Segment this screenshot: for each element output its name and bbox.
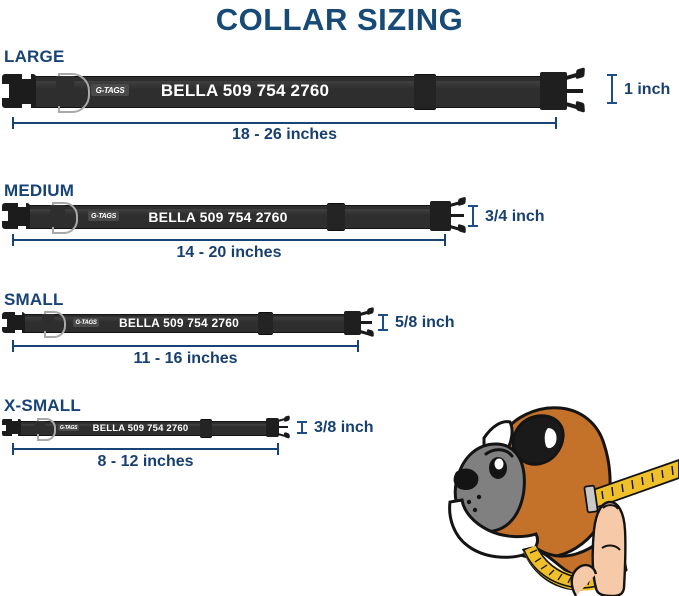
page-title: COLLAR SIZING [215,2,464,37]
measuring-tape-clasp [583,484,599,514]
buckle-prong-bottom-tip [575,100,585,113]
length-dimension-cap-left [12,234,14,246]
dog-eye-brow [484,448,514,458]
receiver-notch-left [0,319,7,327]
hand-finger-crease [601,544,621,551]
collar-receiver [2,312,25,333]
width-indicator-cap-bottom [468,225,478,227]
dog-whisker-dot [472,507,478,513]
collar-engraving-text: BELLA 509 754 2760 [92,423,189,434]
receiver-notch-top [22,72,31,79]
buckle-prong-bottom-tip [457,223,466,234]
buckle-prong-center [450,214,464,217]
width-indicator-bar [301,421,303,434]
receiver-notch-bottom [12,434,18,438]
length-dimension-line [12,345,359,347]
receiver-notch-top [15,310,22,315]
width-indicator-bar [382,314,384,331]
d-ring-mask [42,314,54,331]
dog-ear-highlight [544,428,557,449]
buckle-prong-center [278,426,288,428]
receiver-notch-left [0,84,9,98]
length-value-small: 11 - 16 inches [133,350,238,367]
width-indicator-cap-bottom [378,329,388,331]
length-dimension-line [12,239,446,241]
buckle-prong-center [360,321,372,324]
buckle-body [344,311,361,335]
brand-logo-patch: G-TAGS [73,318,99,327]
buckle-prong-top-tip [283,415,290,423]
length-dimension-cap-right [444,234,446,246]
receiver-notch-bottom [15,330,22,335]
width-indicator-cap-bottom [297,432,307,434]
width-value-small: 5/8 inch [395,314,455,331]
dog-measuring-illustration [448,406,679,596]
measuring-tape-ticks [601,465,674,500]
receiver-notch-bottom [18,226,26,232]
dog-whisker-dot [466,499,472,505]
width-value-large: 1 inch [624,81,671,98]
width-value-medium: 3/4 inch [485,208,545,225]
receiver-notch-left [0,425,6,431]
collar-receiver [2,419,21,436]
receiver-notch-top [12,417,18,421]
hand-holding-tape [591,500,627,596]
length-dimension-line [12,122,557,124]
d-ring-mask [56,76,74,106]
buckle-prong-top-tip [457,196,466,207]
d-ring-mask [35,421,45,434]
dog-jowl-white [448,498,540,559]
collar-engraving-text: BELLA 509 754 2760 [119,316,239,330]
length-dimension-cap-right [357,340,359,352]
keeper-loop [258,312,273,335]
length-value-large: 18 - 26 inches [232,126,337,143]
collar-engraving-text: BELLA 509 754 2760 [160,81,330,100]
length-dimension-cap-left [12,443,14,455]
buckle-prong-top-tip [575,67,585,80]
width-indicator-bar [611,74,613,104]
width-value-xsmall: 3/8 inch [314,419,374,436]
width-indicator-bar [472,205,474,227]
d-ring-mask [50,205,65,227]
length-value-medium: 14 - 20 inches [176,244,282,261]
buckle-body [540,72,567,110]
size-label-small: SMALL [4,290,64,309]
buckle-prong-top-tip [366,306,374,316]
brand-logo-patch: G-TAGS [58,424,79,431]
length-value-xsmall: 8 - 12 inches [97,453,194,470]
size-label-xsmall: X-SMALL [4,396,81,415]
hand-fingernail [602,504,619,510]
dog-nose [453,468,479,490]
receiver-notch-top [18,201,26,207]
keeper-loop [414,74,436,110]
length-dimension-cap-right [277,443,279,455]
length-dimension-line [12,448,279,450]
keeper-loop [327,203,345,231]
length-dimension-cap-right [555,117,557,129]
length-dimension-cap-left [12,340,14,352]
buckle-prong-bottom-tip [283,431,290,439]
dog-whisker-dot [476,494,482,500]
buckle-prong-bottom-tip [366,328,374,338]
size-label-large: LARGE [4,47,65,66]
hand-knuckle-fold [570,563,598,596]
brand-logo-patch: G-TAGS [91,84,129,96]
size-label-medium: MEDIUM [4,181,75,200]
receiver-notch-bottom [22,104,31,111]
buckle-prong-center [566,89,583,93]
brand-logo-patch: G-TAGS [88,211,119,221]
length-dimension-cap-left [12,117,14,129]
keeper-loop [200,419,212,438]
width-indicator-cap-bottom [607,102,617,104]
buckle-body [266,418,279,437]
buckle-body [430,201,451,231]
collar-engraving-text: BELLA 509 754 2760 [148,209,288,225]
receiver-notch-left [0,211,8,221]
dog-eye-shine [494,458,504,470]
